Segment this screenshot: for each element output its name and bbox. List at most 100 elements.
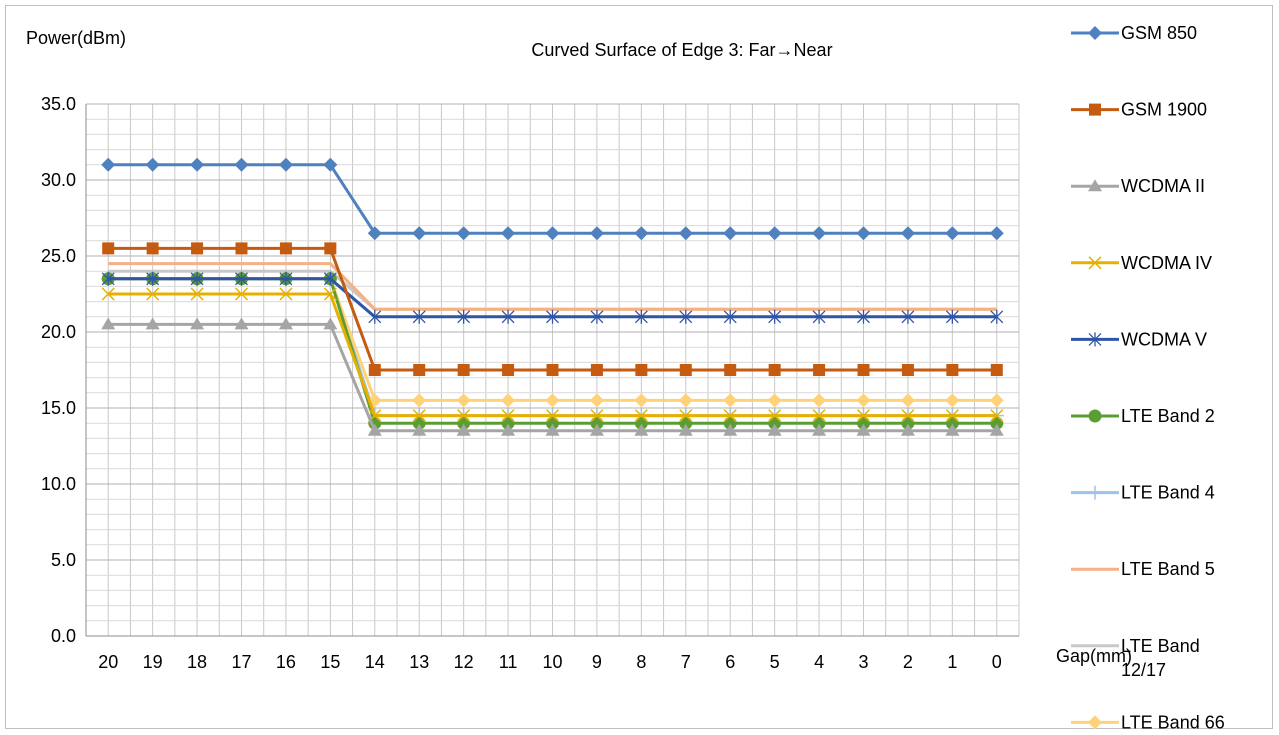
legend-label: LTE Band 2 (1121, 406, 1215, 426)
data-point (368, 364, 381, 376)
data-point (102, 242, 115, 255)
data-point (768, 364, 781, 376)
chart-title: Curved Surface of Edge 3: Far→Near (531, 40, 832, 60)
data-point (856, 423, 871, 436)
y-tick-label: 25.0 (41, 246, 76, 266)
legend: GSM 850 GSM 1900 WCDMA II WCDMA IV WCDMA V LT… (1071, 23, 1225, 732)
data-point (235, 271, 248, 286)
data-point (812, 423, 827, 436)
y-tick-label: 0.0 (51, 626, 76, 646)
data-point (501, 416, 515, 430)
legend-item: LTE Band 2 (1071, 406, 1215, 426)
data-point (989, 226, 1004, 241)
legend-label: LTE Band 66 (1121, 712, 1225, 730)
data-point (634, 416, 648, 430)
data-point (945, 393, 960, 408)
legend-item: LTE Band 12/17 (1071, 636, 1200, 680)
data-point (990, 416, 1004, 430)
data-point (812, 226, 827, 241)
x-tick-label: 11 (499, 652, 518, 672)
data-point (190, 271, 204, 286)
data-point (279, 242, 292, 255)
data-point (767, 393, 782, 408)
data-point (457, 309, 471, 324)
legend-label: LTE Band 5 (1121, 559, 1215, 579)
legend-marker (1088, 485, 1102, 500)
data-point (901, 364, 914, 376)
grid (85, 103, 1020, 637)
legend-item: WCDMA IV (1071, 253, 1212, 273)
legend-item: LTE Band 4 (1071, 483, 1215, 503)
data-point (101, 157, 116, 172)
data-point (279, 287, 293, 301)
data-point (679, 409, 693, 423)
legend-marker (1088, 409, 1102, 423)
data-point (634, 393, 649, 408)
data-point (546, 416, 559, 430)
data-point (990, 309, 1004, 324)
data-point (546, 309, 559, 324)
data-point (323, 271, 337, 286)
data-point (857, 309, 870, 324)
data-point (856, 409, 871, 423)
data-point (900, 423, 915, 436)
series-gsm-1900 (102, 242, 1003, 376)
legend-item: WCDMA II (1071, 176, 1205, 196)
x-tick-label: 8 (636, 652, 646, 672)
legend-label: LTE Band 4 (1121, 483, 1215, 503)
data-point (190, 157, 205, 172)
data-point (767, 423, 782, 436)
data-point (946, 364, 959, 376)
data-point (634, 409, 648, 423)
data-point (723, 393, 738, 408)
x-tick-label: 16 (276, 652, 296, 672)
data-point (367, 423, 382, 436)
data-point (812, 409, 826, 423)
y-tick-label: 35.0 (41, 94, 76, 114)
legend-label: WCDMA II (1121, 176, 1205, 196)
data-point (856, 393, 871, 408)
legend-item: LTE Band 66 (1071, 712, 1225, 732)
data-point (323, 157, 338, 172)
data-point (679, 416, 693, 430)
legend-item: GSM 850 (1071, 23, 1197, 43)
data-point (990, 364, 1003, 376)
data-point (723, 409, 737, 423)
data-point (812, 393, 827, 408)
data-point (590, 309, 604, 324)
data-point (856, 226, 871, 241)
series-wcdma-ii (101, 317, 1004, 436)
legend-label: GSM 850 (1121, 23, 1197, 43)
data-point (678, 423, 693, 436)
legend-label: WCDMA IV (1121, 253, 1212, 273)
data-point (945, 226, 960, 241)
data-point (900, 393, 915, 408)
data-point (457, 409, 471, 423)
x-tick-label: 1 (947, 652, 957, 672)
data-point (590, 364, 603, 376)
data-point (590, 409, 604, 423)
data-point (857, 364, 870, 376)
data-point (723, 309, 737, 324)
data-point (190, 287, 204, 301)
data-point (634, 226, 649, 241)
data-point (412, 393, 427, 408)
x-tick-label: 0 (992, 652, 1002, 672)
data-point (679, 309, 693, 324)
x-tick-label: 7 (681, 652, 691, 672)
data-point (768, 409, 782, 423)
data-point (145, 317, 160, 330)
legend-marker (1088, 26, 1102, 40)
x-tick-label: 17 (231, 652, 251, 672)
series-wcdma-v (101, 271, 1004, 324)
legend-label: WCDMA V (1121, 329, 1207, 349)
data-point (501, 423, 516, 436)
y-tick-label: 20.0 (41, 322, 76, 342)
data-point (589, 226, 604, 241)
x-tick-label: 9 (592, 652, 602, 672)
data-point (101, 271, 115, 286)
data-point (945, 416, 959, 430)
x-tick-label: 18 (187, 652, 207, 672)
data-point (901, 416, 915, 430)
x-tick-label: 13 (409, 652, 429, 672)
